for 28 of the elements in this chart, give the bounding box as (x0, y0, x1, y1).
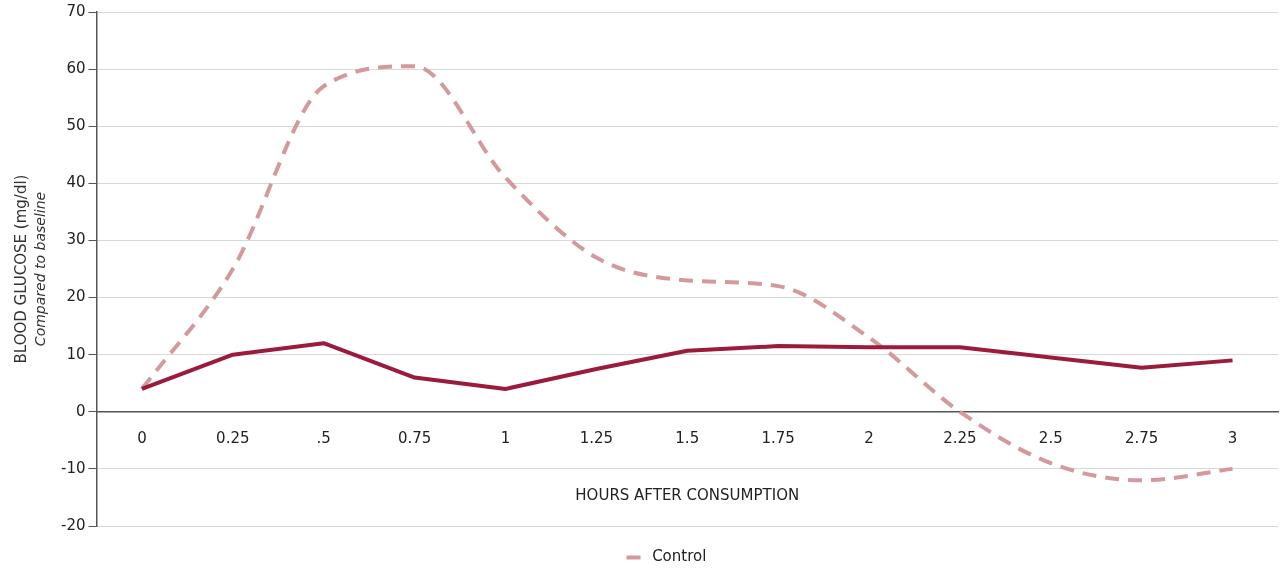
x-tick-label: 1.5 (675, 428, 700, 447)
legend-label: Control (652, 547, 707, 566)
x-tick-label: 3 (1227, 428, 1238, 447)
x-tick-label: 1 (500, 428, 511, 447)
y-tick-label: 50 (66, 116, 86, 135)
y-tick-label: 30 (66, 230, 86, 249)
x-tick-label: 1.25 (579, 428, 614, 447)
x-tick-label: 0.25 (216, 428, 250, 447)
x-tick-label: .5 (316, 428, 331, 447)
y-tick-label: -10 (61, 458, 86, 477)
line-series (139, 64, 1235, 483)
y-tick-label: 70 (66, 1, 86, 20)
y-tick-label: 10 (66, 344, 86, 363)
y-tick-label: 0 (75, 401, 86, 420)
x-tick-label: 0 (137, 428, 147, 447)
y-tick-label: -20 (61, 515, 86, 534)
y-tick-label: 60 (66, 59, 86, 77)
x-tick-label: 2.75 (1124, 428, 1159, 447)
x-tick-label: 1.75 (761, 428, 795, 447)
x-axis-title: HOURS AFTER CONSUMPTION (575, 485, 800, 504)
text: Compared to baseline (31, 191, 48, 347)
y-tick-label: 40 (66, 173, 86, 192)
x-tick-label: 2 (864, 428, 874, 447)
y-tick-label: 20 (66, 287, 86, 306)
x-tick-label: 2.25 (943, 428, 977, 447)
y-axis-title: BLOOD GLUCOSE (mg/dl) (11, 174, 30, 364)
x-tick-label: 2.5 (1038, 428, 1063, 447)
x-tick-label: 0.75 (397, 428, 432, 447)
